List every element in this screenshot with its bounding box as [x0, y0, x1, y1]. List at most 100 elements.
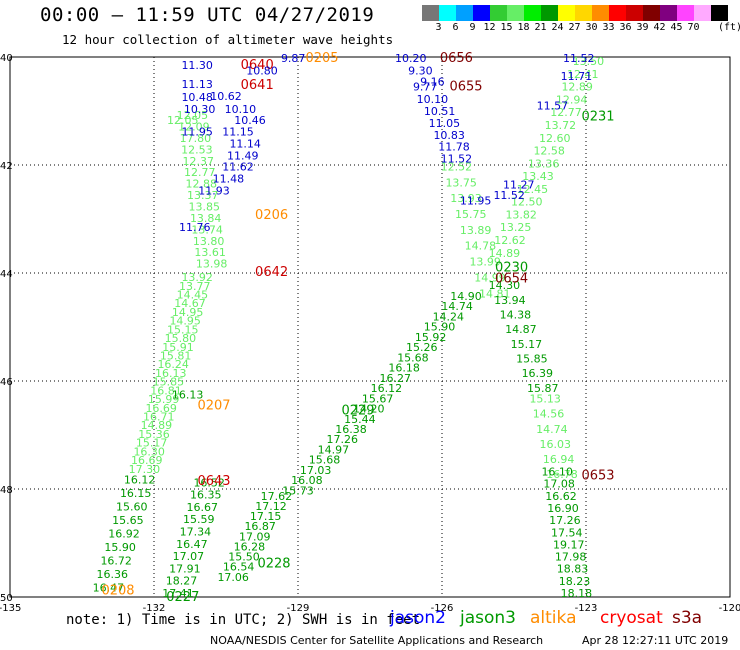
wave-height-label: 15.73 [282, 484, 314, 497]
pass-time-label: 0229 [341, 404, 374, 419]
wave-height-label: 13.37 [187, 189, 219, 202]
wave-height-label: 16.69 [131, 454, 163, 467]
wave-height-label: 9.16 [420, 75, 445, 88]
wave-height-label: 17.26 [326, 433, 358, 446]
colorbar-swatch [677, 5, 694, 21]
wave-height-label: 15.60 [116, 501, 148, 514]
wave-height-label: 11.15 [222, 126, 254, 139]
wave-height-label: 11.76 [179, 221, 211, 234]
y-tick-label: 50 [0, 593, 13, 604]
pass-time-label: 0653 [581, 469, 614, 484]
wave-height-label: 14.97 [318, 443, 350, 456]
wave-height-label: 16.62 [545, 490, 577, 503]
wave-height-label: 15.67 [362, 392, 394, 405]
colorbar-swatch [660, 5, 677, 21]
wave-height-label: 14.87 [505, 323, 537, 336]
wave-height-label: 14.74 [441, 300, 473, 313]
wave-height-label: 13.43 [522, 170, 554, 183]
wave-height-label: 13.98 [196, 258, 228, 271]
wave-height-label: 17.06 [217, 571, 249, 584]
wave-height-label: 15.59 [183, 513, 215, 526]
pass-time-label: 0643 [197, 474, 230, 489]
pass-time-label: 0655 [449, 80, 482, 95]
wave-height-label: 12.53 [181, 143, 213, 156]
y-tick-label: 40 [0, 53, 13, 64]
colorbar-swatch [609, 5, 626, 21]
wave-height-label: 10.48 [181, 91, 213, 104]
wave-height-label: 16.72 [100, 555, 132, 568]
wave-height-label: 17.09 [239, 530, 271, 543]
wave-height-label: 16.13 [155, 367, 187, 380]
wave-height-label: 11.30 [181, 59, 213, 72]
wave-height-label: 16.47 [93, 582, 125, 595]
colorbar-label: 12 [483, 22, 496, 33]
wave-height-label: 13.36 [528, 157, 560, 170]
wave-height-label: 11.71 [561, 70, 593, 83]
wave-height-label: 17.54 [551, 526, 583, 539]
wave-height-label: 16.03 [540, 438, 572, 451]
wave-height-label: 16.69 [145, 402, 177, 415]
wave-height-label: 10.83 [433, 129, 465, 142]
colorbar-swatch [473, 5, 490, 21]
footer-timestamp: Apr 28 12:27:11 UTC 2019 [582, 634, 729, 647]
wave-height-label: 14.95 [172, 306, 204, 319]
note-text: note: 1) Time is in UTC; 2) SWH is in fe… [66, 612, 421, 628]
wave-height-label: 11.57 [537, 100, 569, 113]
wave-height-label: 11.13 [181, 78, 213, 91]
wave-height-label: 13.80 [193, 235, 225, 248]
colorbar-label: 15 [500, 22, 513, 33]
wave-height-label: 12.89 [561, 81, 593, 94]
legend-cryosat: cryosat [600, 608, 663, 628]
wave-height-label: 17.12 [255, 500, 287, 513]
wave-height-label: 11.52 [441, 153, 473, 166]
wave-height-label: 15.65 [112, 514, 144, 527]
colorbar-unit: (ft) [718, 22, 740, 33]
wave-height-label: 16.47 [176, 538, 208, 551]
pass-time-label: 0642 [255, 265, 288, 280]
wave-height-label: 12.37 [183, 155, 215, 168]
wave-height-label: 17.80 [180, 132, 212, 145]
colorbar-swatch [541, 5, 558, 21]
wave-height-label: 15.17 [136, 437, 168, 450]
wave-height-label: 11.52 [493, 189, 525, 202]
wave-height-label: 14.89 [141, 419, 173, 432]
wave-height-label: 10.30 [184, 103, 216, 116]
wave-height-label: 16.90 [547, 502, 579, 515]
wave-height-label: 15.99 [148, 393, 180, 406]
wave-height-label: 10.20 [395, 52, 427, 65]
wave-height-label: 15.87 [527, 382, 559, 395]
legend-jason3: jason3 [460, 608, 516, 628]
wave-height-label: 16.08 [291, 474, 323, 487]
colorbar-label: 21 [534, 22, 547, 33]
colorbar [422, 5, 728, 21]
wave-height-label: 13.92 [181, 271, 213, 284]
wave-height-label: 17.26 [549, 514, 581, 527]
wave-height-label: 12.09 [178, 121, 210, 134]
wave-height-label: 12.05 [167, 114, 199, 127]
x-tick-label: -120 [719, 603, 740, 614]
wave-height-label: 11.05 [429, 117, 461, 130]
colorbar-label: 33 [602, 22, 615, 33]
wave-height-label: 16.71 [143, 411, 175, 424]
wave-height-label: 11.48 [213, 173, 245, 186]
wave-height-label: 15.81 [160, 350, 192, 363]
wave-height-label: 15.90 [424, 321, 456, 334]
pass-time-label: 0206 [255, 208, 288, 223]
colorbar-label: 39 [636, 22, 649, 33]
colorbar-label: 27 [568, 22, 581, 33]
wave-height-label: 14.20 [353, 403, 385, 416]
wave-height-label: 12.77 [184, 166, 216, 179]
wave-height-label: 12.58 [533, 145, 565, 158]
wave-height-label: 15.80 [165, 332, 197, 345]
legend-altika: altika [530, 608, 577, 628]
wave-height-label: 10.10 [225, 103, 257, 116]
y-tick-label: 42 [0, 161, 13, 172]
wave-height-label: 12.60 [539, 132, 571, 145]
wave-height-label: 13.94 [494, 294, 526, 307]
colorbar-swatch [456, 5, 473, 21]
pass-time-label: 0641 [241, 78, 274, 93]
pass-time-label: 0640 [241, 58, 274, 73]
wave-height-label: 13.25 [500, 221, 532, 234]
wave-height-label: 12.41 [567, 68, 599, 81]
